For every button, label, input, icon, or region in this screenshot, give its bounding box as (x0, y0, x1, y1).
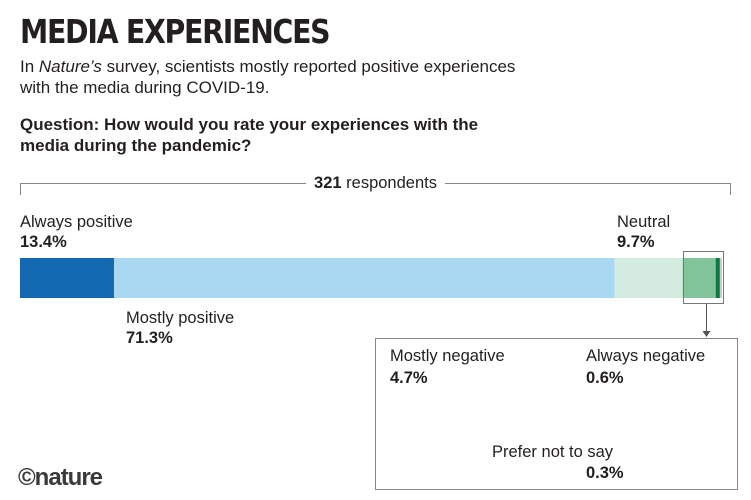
bar-segment-always-negative (715, 258, 720, 298)
bar-segment-prefer-not-to-say (719, 258, 722, 298)
bar-segment-mostly-positive (114, 258, 615, 298)
respondents-label: respondents (341, 174, 437, 192)
label-prefer-not-to-say: Prefer not to say (492, 443, 614, 461)
respondents-count: 321 respondents (0, 174, 751, 193)
bar-segment-mostly-negative (682, 258, 716, 298)
value-mostly-positive: 71.3% (126, 329, 173, 347)
survey-question: Question: How would you rate your experi… (20, 115, 479, 155)
bar-segment-always-positive (20, 258, 115, 298)
label-mostly-negative: Mostly negative (390, 347, 505, 365)
value-always-negative: 0.6% (586, 369, 624, 387)
value-mostly-negative: 4.7% (390, 369, 428, 387)
nature-logo: ©nature (18, 464, 103, 491)
chart-subtitle: In Nature’s survey, scientists mostly re… (20, 57, 516, 97)
inset-panel (375, 338, 738, 490)
label-mostly-positive: Mostly positive (126, 309, 235, 327)
zoom-connector-arrow (702, 331, 711, 337)
respondents-number: 321 (314, 174, 342, 192)
label-always-negative: Always negative (586, 347, 706, 365)
zoom-highlight-box (683, 251, 724, 304)
subtitle-emphasis: Nature’s (38, 57, 102, 76)
value-always-positive: 13.4% (20, 233, 67, 251)
bar-segment-neutral (614, 258, 683, 298)
value-neutral: 9.7% (617, 233, 655, 251)
main-bar (20, 258, 722, 298)
label-always-positive: Always positive (20, 213, 133, 231)
label-neutral: Neutral (617, 213, 671, 231)
value-prefer-not-to-say: 0.3% (586, 464, 624, 482)
chart-title: MEDIA EXPERIENCES (20, 12, 331, 51)
